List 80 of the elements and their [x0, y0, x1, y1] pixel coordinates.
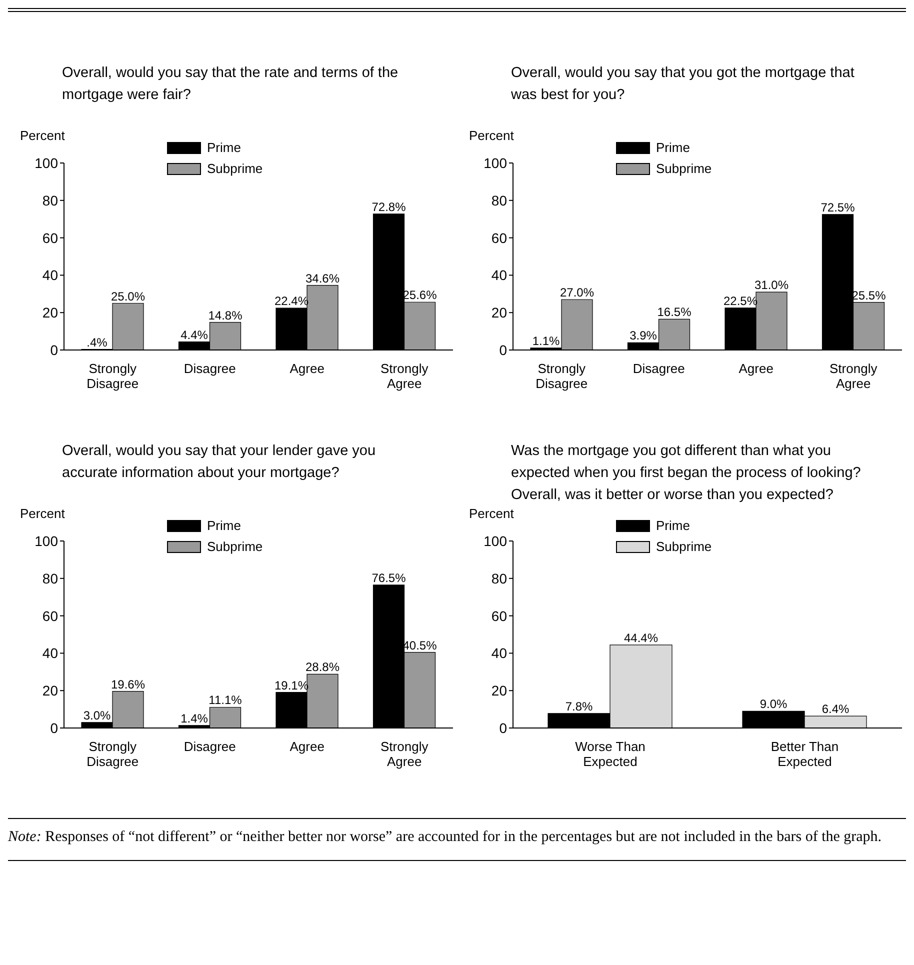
x-tick-label: Disagree	[184, 361, 236, 376]
data-label: 7.8%	[565, 699, 594, 714]
data-label: 4.4%	[180, 328, 208, 342]
y-tick-label: 20	[491, 304, 508, 321]
data-label: 1.4%	[180, 711, 208, 726]
data-label: 34.6%	[305, 271, 340, 286]
chart-title: Overall, would you say that you got the mortgage that was best for you?	[510, 64, 856, 105]
x-tick-label: Strongly Disagree	[86, 361, 139, 391]
chart-title: Overall, would you say that your lender gave you accurate information about your mortgage?	[61, 442, 377, 483]
data-label: 27.0%	[560, 286, 594, 300]
x-tick-label: Agree	[290, 739, 324, 754]
y-tick-label: 20	[491, 682, 508, 699]
data-label: 1.1%	[532, 334, 560, 348]
legend-label: Subprime	[207, 539, 263, 554]
data-label: 76.5%	[372, 570, 406, 585]
x-tick-label: Better Than Expected	[770, 739, 839, 769]
y-tick-label: 0	[50, 720, 58, 736]
y-axis-title: Percent	[469, 128, 514, 143]
data-label: 14.8%	[208, 308, 243, 322]
data-label: 25.6%	[402, 288, 438, 302]
data-label: 6.4%	[822, 702, 850, 716]
y-axis-title: Percent	[469, 506, 514, 521]
chart-title: Was the mortgage you got different than what you expected when you first began the process of looking? Overall, was it better or worse than you expected?	[510, 442, 862, 505]
y-tick-label: 40	[491, 645, 508, 662]
data-label: 44.4%	[624, 630, 658, 645]
data-label: .4%	[86, 335, 108, 350]
text: Note: Responses of “not different” or “neither better nor worse” are accounted for in the percentages but are not included in the bars of the graph.	[8, 828, 883, 847]
x-tick-label: Agree	[290, 361, 324, 376]
y-tick-label: 40	[42, 645, 58, 662]
x-tick-label: Disagree	[632, 361, 685, 376]
x-tick-label: Strongly Agree	[830, 361, 878, 391]
y-tick-label: 100	[484, 154, 508, 171]
legend-label: Prime	[207, 518, 241, 533]
y-tick-label: 0	[50, 342, 58, 358]
x-tick-label: Disagree	[184, 739, 236, 754]
legend-label: Prime	[656, 140, 690, 155]
data-label: 31.0%	[754, 278, 789, 292]
y-tick-label: 0	[499, 342, 508, 358]
data-label: 28.8%	[305, 660, 340, 674]
data-label: 72.5%	[820, 200, 856, 214]
x-tick-label: Strongly Agree	[380, 739, 429, 769]
data-label: 3.0%	[83, 708, 112, 722]
chart-title: Overall, would you say that the rate and terms of the mortgage were fair?	[61, 64, 400, 105]
y-tick-label: 40	[491, 267, 508, 284]
y-axis-title: Percent	[20, 506, 65, 521]
data-label: 25.5%	[852, 288, 886, 302]
legend-label: Subprime	[656, 161, 712, 176]
x-tick-label: Worse Than Expected	[575, 739, 646, 769]
data-label: 25.0%	[110, 289, 146, 304]
data-label: 19.6%	[110, 677, 146, 692]
y-axis-title: Percent	[20, 128, 65, 143]
y-tick-label: 80	[491, 570, 508, 586]
data-label: 9.0%	[760, 697, 788, 712]
data-label: 3.9%	[630, 328, 658, 343]
y-tick-label: 80	[42, 192, 58, 208]
legend-label: Subprime	[207, 161, 263, 176]
legend-label: Prime	[656, 518, 690, 533]
legend-label: Prime	[207, 140, 241, 155]
x-tick-label: Strongly Agree	[380, 361, 429, 391]
y-tick-label: 100	[484, 532, 508, 549]
y-tick-label: 60	[491, 230, 508, 246]
y-tick-label: 80	[42, 570, 58, 586]
data-label: 16.5%	[657, 305, 692, 320]
y-tick-label: 60	[491, 608, 508, 624]
x-tick-label: Strongly Disagree	[86, 739, 139, 769]
x-tick-label: Strongly Disagree	[536, 361, 588, 391]
y-tick-label: 60	[42, 230, 58, 246]
y-tick-label: 20	[42, 682, 58, 699]
data-label: 11.1%	[208, 693, 242, 708]
y-tick-label: 20	[42, 304, 58, 321]
y-tick-label: 60	[42, 608, 58, 624]
data-label: 40.5%	[402, 638, 438, 652]
data-label: 72.8%	[372, 200, 406, 214]
y-tick-label: 100	[34, 154, 58, 171]
legend-label: Subprime	[656, 539, 712, 554]
y-tick-label: 100	[34, 532, 58, 549]
y-tick-label: 40	[42, 267, 58, 284]
y-tick-label: 80	[491, 192, 508, 208]
y-tick-label: 0	[499, 720, 508, 736]
x-tick-label: Agree	[738, 361, 774, 376]
